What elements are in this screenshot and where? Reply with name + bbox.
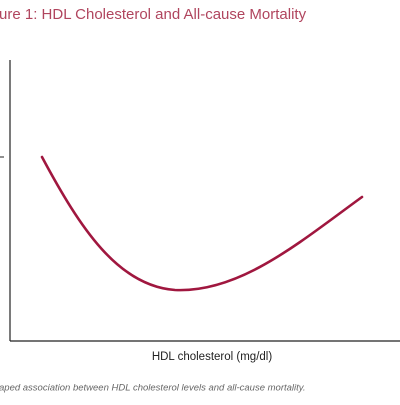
u-shaped-curve: [40, 155, 364, 292]
figure-title: ure 1: HDL Cholesterol and All-cause Mor…: [0, 6, 307, 23]
figure-caption: aped association between HDL cholesterol…: [0, 383, 305, 394]
x-axis-label: HDL cholesterol (mg/dl): [152, 351, 273, 363]
